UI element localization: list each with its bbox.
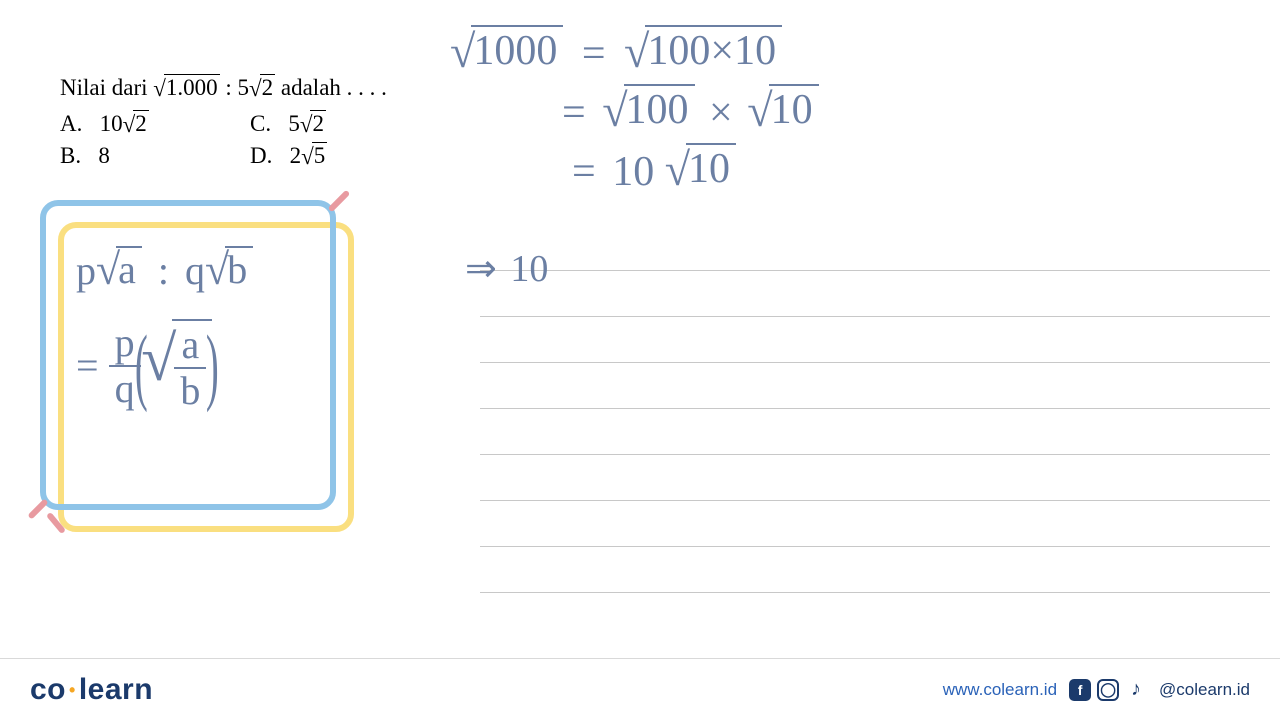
var-p: p xyxy=(76,248,96,293)
options-grid: A. 102 C. 52 B. 8 D. 25 xyxy=(60,111,440,175)
frac-a: a xyxy=(174,323,206,369)
formula-box: p√a : q√b = p q ( √ a xyxy=(40,200,350,535)
logo-co: co xyxy=(30,673,66,706)
times: × xyxy=(705,90,737,136)
ruled-line xyxy=(480,271,1270,317)
sqrt-1000h: √1000 xyxy=(450,25,563,78)
option-b: B. 8 xyxy=(60,143,250,169)
eq3: = xyxy=(572,149,602,195)
footer-url[interactable]: www.colearn.id xyxy=(943,680,1057,700)
frac-b: b xyxy=(174,369,206,413)
sqrt-100: √100 xyxy=(602,84,694,137)
opt-b-label: B. xyxy=(60,143,81,168)
sqrt-icon: 2 xyxy=(123,111,149,137)
sqrt-icon: 2 xyxy=(300,111,326,137)
footer-handle[interactable]: @colearn.id xyxy=(1159,680,1250,700)
sqrt-b: √b xyxy=(205,246,253,294)
work-line4: ⇒ 10 xyxy=(465,246,548,291)
ruled-line xyxy=(480,501,1270,547)
ruled-area xyxy=(480,225,1270,593)
prompt-text-post: adalah . . . . xyxy=(281,75,387,100)
sqrt-1000: 1.000 xyxy=(153,75,219,101)
var-q: q xyxy=(185,248,205,293)
logo: co•learn xyxy=(30,673,153,707)
eq1: = xyxy=(574,31,614,77)
ruled-line xyxy=(480,409,1270,455)
formula-line1: p√a : q√b xyxy=(76,246,253,294)
prompt-text-pre: Nilai dari xyxy=(60,75,153,100)
logo-learn: learn xyxy=(79,673,153,706)
tiktok-icon[interactable]: ♪ xyxy=(1125,679,1147,701)
eq2: = xyxy=(562,90,592,136)
sqrt-2a: 2 xyxy=(249,75,275,101)
work-line1: √1000 = √100×10 xyxy=(450,25,819,78)
ruled-line xyxy=(480,455,1270,501)
work-line2: = √100 × √10 xyxy=(450,84,819,137)
tick-mark xyxy=(27,498,48,519)
facebook-icon[interactable]: f xyxy=(1069,679,1091,701)
footer-bar: co•learn www.colearn.id f ◯ ♪ @colearn.i… xyxy=(0,658,1280,720)
sqrt-10a: √10 xyxy=(747,84,818,137)
box-blue: p√a : q√b = p q ( √ a xyxy=(40,200,336,510)
opt-a-pre: 10 xyxy=(100,111,123,136)
frac-ab: a b xyxy=(174,323,206,413)
work-line3: = 10 √10 xyxy=(450,143,819,196)
formula-line2: = p q ( √ a b xyxy=(76,318,253,413)
tick-mark xyxy=(328,190,351,213)
eq: = xyxy=(76,344,99,388)
arrow-icon: ⇒ xyxy=(465,248,497,290)
logo-dot-icon: • xyxy=(66,680,79,700)
paren-right: ) xyxy=(206,318,219,413)
sqrt-a: √a xyxy=(96,246,142,294)
ruled-line xyxy=(480,317,1270,363)
ruled-line xyxy=(480,225,1270,271)
prompt-text-mid: : 5 xyxy=(225,75,249,100)
instagram-icon[interactable]: ◯ xyxy=(1097,679,1119,701)
ten-b: 10 xyxy=(506,248,548,290)
question-block: Nilai dari 1.000 : 52 adalah . . . . A. … xyxy=(60,75,440,175)
sqrt-100x10: √100×10 xyxy=(624,25,782,78)
opt-d-label: D. xyxy=(250,143,272,168)
option-a: A. 102 xyxy=(60,111,250,137)
option-d: D. 25 xyxy=(250,143,440,169)
colon: : xyxy=(152,248,175,293)
question-prompt: Nilai dari 1.000 : 52 adalah . . . . xyxy=(60,75,440,101)
opt-c-pre: 5 xyxy=(288,111,300,136)
opt-b-val: 8 xyxy=(98,143,110,168)
page-root: { "question": { "prompt_pre": "Nilai dar… xyxy=(0,0,1280,720)
opt-d-pre: 2 xyxy=(290,143,302,168)
opt-a-label: A. xyxy=(60,111,82,136)
opt-c-label: C. xyxy=(250,111,271,136)
ruled-line xyxy=(480,547,1270,593)
formula-content: p√a : q√b = p q ( √ a xyxy=(76,246,253,413)
option-c: C. 52 xyxy=(250,111,440,137)
ruled-line xyxy=(480,363,1270,409)
ten: 10 xyxy=(612,149,654,195)
social-icons: f ◯ ♪ xyxy=(1069,679,1147,701)
sqrt-ab: √ a b xyxy=(141,319,212,413)
hand-working: √1000 = √100×10 = √100 × √10 = 10 √10 xyxy=(450,25,819,202)
sqrt-10b: √10 xyxy=(665,143,736,196)
sqrt-icon: 5 xyxy=(301,143,327,169)
footer-right: www.colearn.id f ◯ ♪ @colearn.id xyxy=(943,679,1250,701)
